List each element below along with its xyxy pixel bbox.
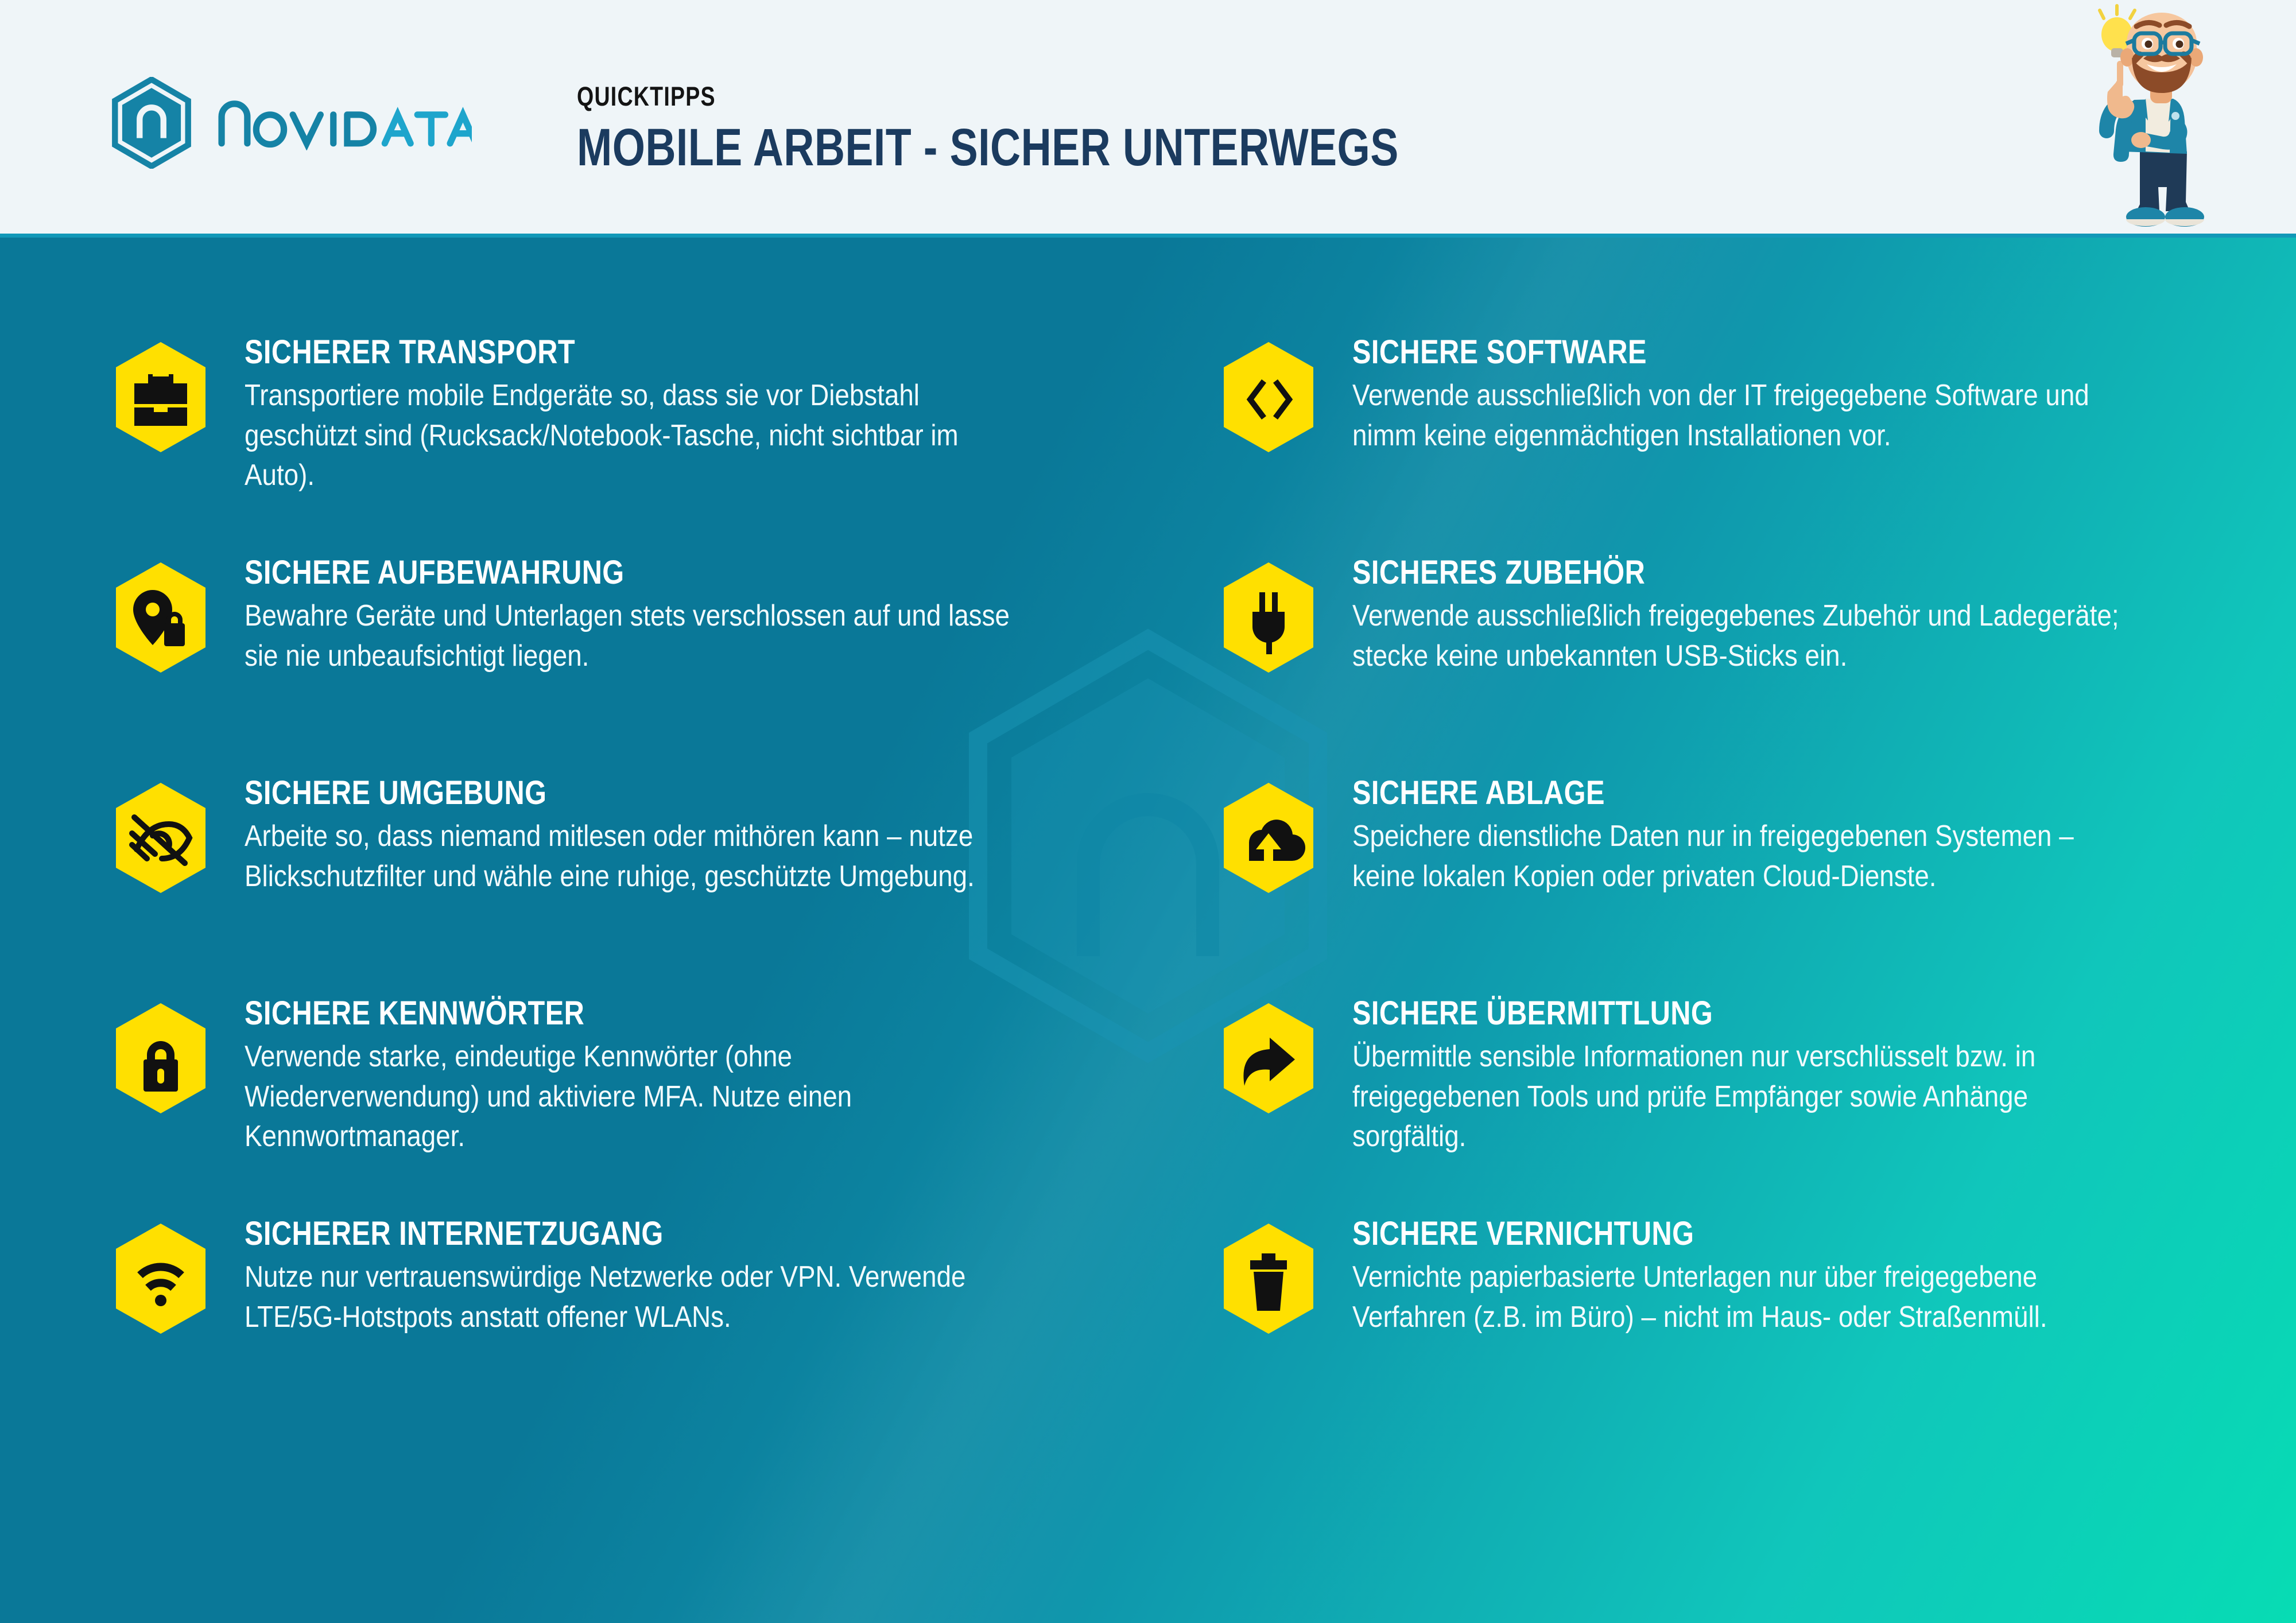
tip-title: SICHERE ABLAGE [1352,774,1605,812]
header-kicker: QUICKTIPPS [577,81,716,111]
brand-logo-wordmark [215,96,472,150]
tips-column-left: SICHERER TRANSPORT Transportiere mobile … [109,329,1119,1431]
cloud-upload-icon [1217,781,1320,895]
eye-off-icon [109,781,212,895]
tip-sichere-ablage: SICHERE ABLAGE Speichere dienstliche Dat… [1217,770,2250,955]
tip-title: SICHERE ÜBERMITTLUNG [1352,995,1713,1032]
tip-sichere-aufbewahrung: SICHERE AUFBEWAHRUNG Bewahre Geräte und … [109,550,1119,735]
tip-sicherer-transport: SICHERER TRANSPORT Transportiere mobile … [109,329,1119,514]
tip-title: SICHERE AUFBEWAHRUNG [245,554,625,591]
tip-text: Transportiere mobile Endgeräte so, dass … [245,379,959,492]
power-plug-icon [1217,560,1320,675]
map-pin-lock-icon [109,560,212,675]
header-text-block: QUICKTIPPS MOBILE ARBEIT - SICHER UNTERW… [577,80,1604,178]
tip-sichere-umgebung: SICHERE UMGEBUNG Arbeite so, dass nieman… [109,770,1119,955]
tip-sichere-software: SICHERE SOFTWARE Verwende ausschließlich… [1217,329,2250,514]
tip-title: SICHERE KENNWÖRTER [245,995,585,1032]
tip-text: Nutze nur vertrauenswürdige Netzwerke od… [245,1260,966,1334]
code-brackets-icon [1217,340,1320,455]
tip-sichere-uebermittlung: SICHERE ÜBERMITTLUNG Übermittle sensible… [1217,991,2250,1175]
tips-grid: SICHERER TRANSPORT Transportiere mobile … [0,238,2296,1420]
tip-text: Verwende ausschließlich von der IT freig… [1352,379,2089,452]
wifi-icon [109,1221,212,1336]
tip-title: SICHERE UMGEBUNG [245,774,547,812]
page-title: MOBILE ARBEIT - SICHER UNTERWEGS [577,118,1399,177]
tip-text: Arbeite so, dass niemand mitlesen oder m… [245,820,975,893]
tip-text: Vernichte papierbasierte Unterlagen nur … [1352,1260,2047,1334]
tip-text: Speichere dienstliche Daten nur in freig… [1352,820,2074,893]
tip-sicheres-zubehoer: SICHERES ZUBEHÖR Verwende ausschließlich… [1217,550,2250,735]
tip-text: Übermittle sensible Informationen nur ve… [1352,1040,2036,1154]
header-bar: QUICKTIPPS MOBILE ARBEIT - SICHER UNTERW… [0,0,2296,238]
tips-column-right: SICHERE SOFTWARE Verwende ausschließlich… [1217,329,2250,1431]
mascot-man-with-lightbulb-icon [2072,0,2262,236]
tip-title: SICHERER TRANSPORT [245,333,576,371]
padlock-icon [109,1001,212,1116]
tip-title: SICHERE VERNICHTUNG [1352,1215,1694,1252]
content-area: SICHERER TRANSPORT Transportiere mobile … [0,238,2296,1623]
tip-sichere-vernichtung: SICHERE VERNICHTUNG Vernichte papierbasi… [1217,1211,2250,1396]
briefcase-icon [109,340,212,455]
brand-logo[interactable] [108,76,472,170]
share-arrow-icon [1217,1001,1320,1116]
tip-text: Verwende ausschließlich freigegebenes Zu… [1352,599,2119,673]
tip-sicherer-internetzugang: SICHERER INTERNETZUGANG Nutze nur vertra… [109,1211,1119,1396]
tip-text: Bewahre Geräte und Unterlagen stets vers… [245,599,1010,673]
tip-title: SICHERER INTERNETZUGANG [245,1215,664,1252]
watermark-hexagon-n-icon [953,628,1343,1064]
novidata-hexagon-n-logo-icon [108,76,195,170]
trash-bin-icon [1217,1221,1320,1336]
tip-title: SICHERE SOFTWARE [1352,333,1647,371]
tip-title: SICHERES ZUBEHÖR [1352,554,1646,591]
tip-sichere-kennwoerter: SICHERE KENNWÖRTER Verwende starke, eind… [109,991,1119,1175]
tip-text: Verwende starke, eindeutige Kennwörter (… [245,1040,852,1154]
